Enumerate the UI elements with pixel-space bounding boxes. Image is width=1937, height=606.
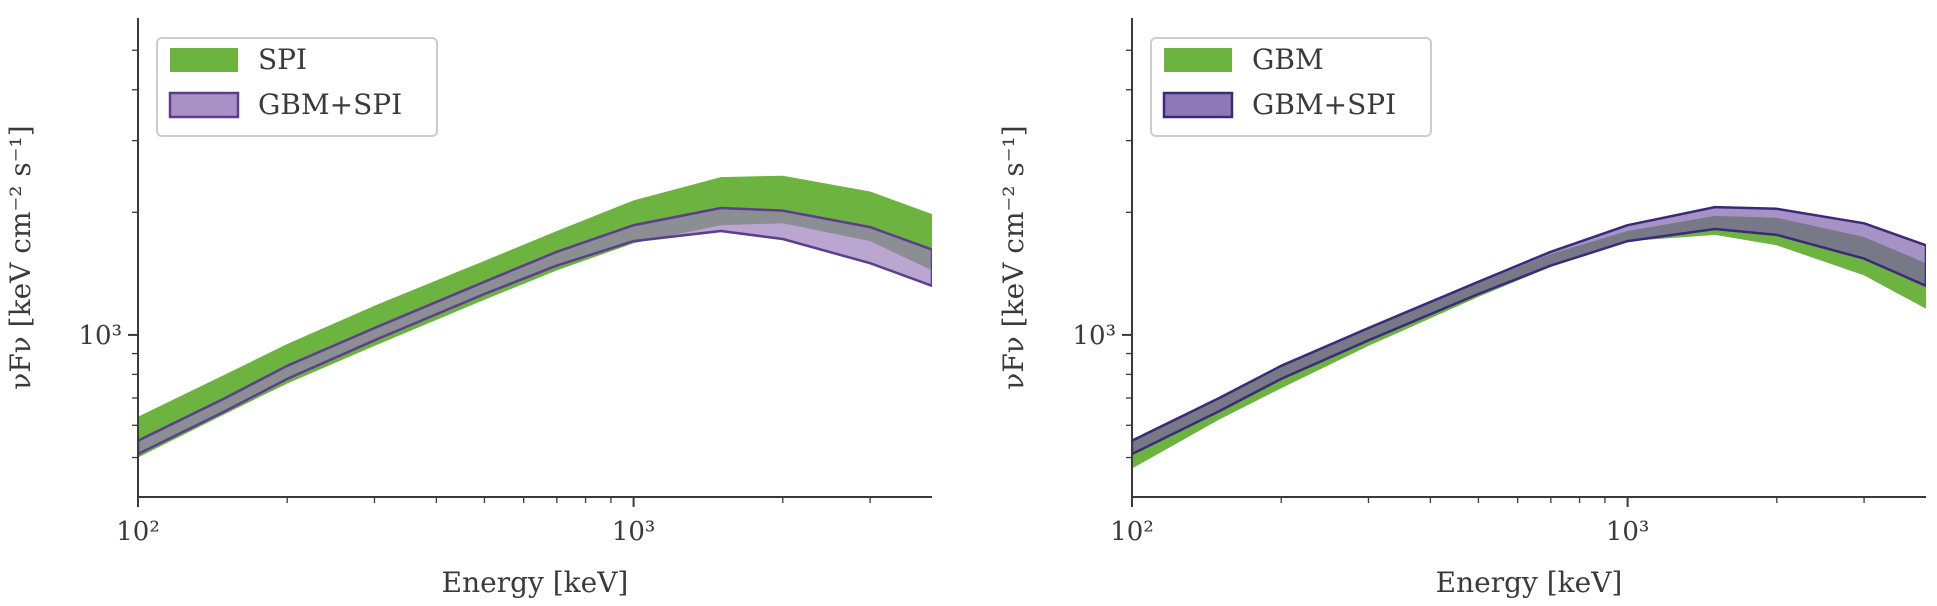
- y-tick-label: 10³: [1072, 321, 1116, 351]
- x-axis-label: Energy [keV]: [1436, 566, 1623, 599]
- legend: GBM GBM+SPI: [1150, 37, 1432, 137]
- legend-swatch-gbm: [1164, 48, 1232, 72]
- x-tick-label: 10²: [116, 517, 160, 547]
- x-tick-label: 10²: [1110, 517, 1154, 547]
- x-tick-label: 10³: [612, 517, 656, 547]
- band-spi: [138, 175, 932, 458]
- band-gbm-spi: [138, 206, 932, 456]
- chart-panel-1: 10² 10³ 10³ Energy [keV] νFν [keV cm⁻² s⁻¹] S…: [4, 18, 932, 599]
- legend-label: GBM: [1252, 43, 1324, 76]
- legend-swatch-gbm-spi: [168, 91, 240, 119]
- x-axis-label: Energy [keV]: [442, 566, 629, 599]
- band-gbm: [1132, 215, 1926, 469]
- bands: [138, 175, 932, 458]
- legend-label: GBM+SPI: [258, 88, 402, 121]
- x-tick-label: 10³: [1606, 517, 1650, 547]
- band-gbm-spi: [1132, 205, 1926, 456]
- legend-swatch-spi: [170, 48, 238, 72]
- legend-swatch-gbm-spi: [1162, 91, 1234, 119]
- legend-label: SPI: [258, 43, 307, 76]
- legend: SPI GBM+SPI: [156, 37, 438, 137]
- bands: [1132, 205, 1926, 469]
- y-axis-label: νFν [keV cm⁻² s⁻¹]: [4, 125, 37, 389]
- y-axis-label: νFν [keV cm⁻² s⁻¹]: [997, 125, 1030, 389]
- y-tick-label: 10³: [78, 321, 122, 351]
- chart-panel-2: 10² 10³ 10³ Energy [keV] νFν [keV cm⁻² s⁻¹] G…: [997, 18, 1926, 599]
- legend-label: GBM+SPI: [1252, 88, 1396, 121]
